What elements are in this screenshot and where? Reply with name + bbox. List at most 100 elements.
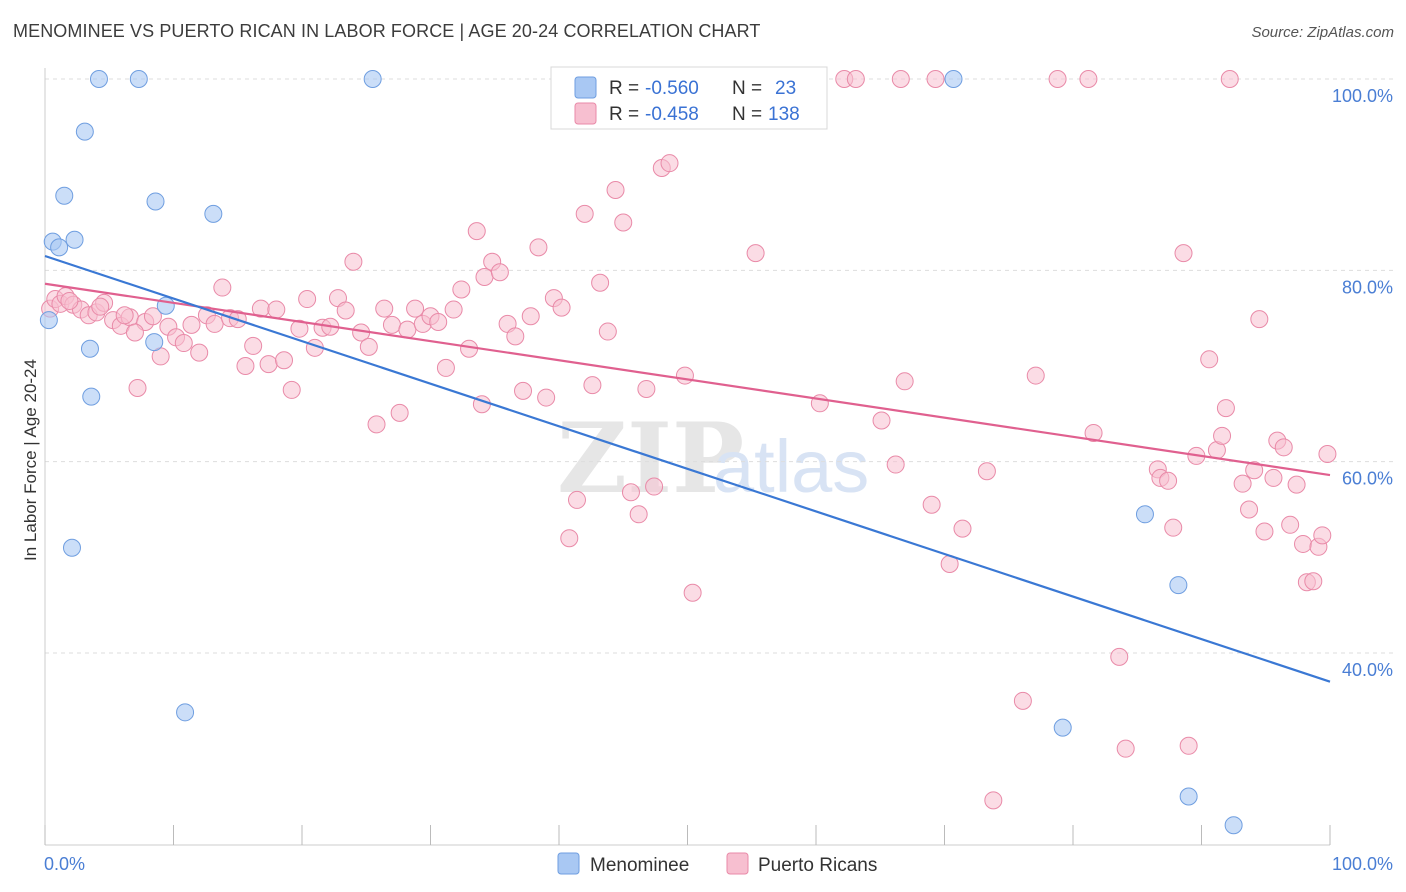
puerto-ricans-point — [490, 263, 509, 282]
puerto-ricans-point — [1013, 691, 1032, 710]
puerto-ricans-point — [275, 351, 294, 370]
y-axis-label: In Labor Force | Age 20-24 — [21, 359, 40, 561]
puerto-ricans-point — [1264, 468, 1283, 487]
menominee-point — [65, 230, 84, 249]
puerto-ricans-point — [567, 490, 586, 509]
puerto-ricans-point — [382, 315, 401, 334]
puerto-ricans-point — [436, 358, 455, 377]
bottom-legend: Menominee Puerto Ricans — [557, 852, 877, 876]
menominee-point — [80, 339, 99, 358]
puerto-ricans-point — [290, 319, 309, 338]
legend-n-label-2: N = — [732, 104, 762, 125]
puerto-ricans-point — [645, 477, 664, 496]
menominee-point — [50, 238, 69, 257]
puerto-ricans-point — [598, 322, 617, 341]
legend-r-value-puerto-ricans: -0.458 — [645, 104, 699, 125]
puerto-ricans-point — [575, 204, 594, 223]
puerto-ricans-point — [1220, 70, 1239, 88]
puerto-ricans-point — [1274, 438, 1293, 457]
menominee-point — [145, 333, 164, 352]
menominee-point — [55, 186, 74, 205]
puerto-ricans-trend-line — [44, 282, 1331, 477]
legend: R = -0.560 N = 23 R = -0.458 N = 138 — [550, 66, 828, 130]
puerto-ricans-point — [506, 327, 525, 346]
watermark-atlas: atlas — [713, 425, 869, 508]
puerto-ricans-point — [583, 376, 602, 395]
chart-title: MENOMINEE VS PUERTO RICAN IN LABOR FORCE… — [13, 21, 761, 41]
puerto-ricans-point — [298, 290, 317, 309]
puerto-ricans-point — [621, 483, 640, 502]
puerto-ricans-point — [591, 273, 610, 292]
puerto-ricans-point — [895, 372, 914, 391]
x-tick-label: 0.0% — [44, 854, 85, 874]
puerto-ricans-point — [1174, 244, 1193, 263]
puerto-ricans-point — [537, 388, 556, 407]
puerto-ricans-point — [125, 323, 144, 342]
puerto-ricans-point — [529, 238, 548, 257]
puerto-ricans-point — [614, 213, 633, 232]
menominee-point — [176, 703, 195, 722]
y-tick-label: 100.0% — [1332, 86, 1393, 106]
puerto-ricans-point — [1287, 475, 1306, 494]
menominee-point — [1179, 787, 1198, 806]
legend-n-value-menominee: 23 — [775, 78, 796, 99]
tick-labels: 40.0% 60.0% 80.0% 100.0% 0.0% 100.0% — [44, 86, 1393, 874]
puerto-ricans-point — [606, 180, 625, 199]
puerto-ricans-point — [1216, 399, 1235, 418]
puerto-ricans-point — [375, 299, 394, 318]
puerto-ricans-point — [267, 300, 286, 319]
watermark-zip: ZIP — [557, 402, 744, 515]
puerto-ricans-point — [1084, 423, 1103, 442]
puerto-ricans-point — [359, 337, 378, 356]
legend-swatch-menominee — [574, 76, 597, 99]
puerto-ricans-point — [398, 320, 417, 339]
puerto-ricans-point — [1281, 515, 1300, 534]
puerto-ricans-point — [444, 300, 463, 319]
puerto-ricans-point — [1110, 647, 1129, 666]
puerto-ricans-point — [367, 415, 386, 434]
puerto-ricans-point — [259, 355, 278, 374]
y-tick-label: 80.0% — [1342, 277, 1393, 297]
menominee-point — [62, 538, 81, 557]
bottom-legend-label-menominee: Menominee — [590, 855, 689, 876]
puerto-ricans-point — [872, 411, 891, 430]
puerto-ricans-point — [182, 315, 201, 334]
x-tick-label: 100.0% — [1332, 854, 1393, 874]
menominee-point — [75, 122, 94, 141]
legend-r-label-2: R = — [609, 104, 639, 125]
puerto-ricans-point — [1116, 739, 1135, 758]
puerto-ricans-point — [205, 314, 224, 333]
menominee-point — [1169, 576, 1188, 595]
puerto-ricans-point — [1200, 350, 1219, 369]
legend-r-value-menominee: -0.560 — [645, 78, 699, 99]
puerto-ricans-point — [560, 529, 579, 548]
puerto-ricans-point — [1250, 310, 1269, 329]
puerto-ricans-point — [60, 291, 79, 310]
puerto-ricans-point — [344, 252, 363, 271]
puerto-ricans-point — [1245, 461, 1264, 480]
menominee-point — [1135, 505, 1154, 524]
puerto-ricans-point — [1159, 471, 1178, 490]
menominee-trend-line — [44, 254, 1331, 683]
puerto-ricans-point — [1233, 474, 1252, 493]
puerto-ricans-point — [467, 222, 486, 241]
puerto-ricans-point — [521, 307, 540, 326]
puerto-ricans-point — [1164, 518, 1183, 537]
puerto-ricans-point — [244, 336, 263, 355]
menominee-point — [363, 70, 382, 88]
puerto-ricans-point — [637, 379, 656, 398]
puerto-ricans-point — [1318, 445, 1337, 464]
menominee-point — [146, 192, 165, 211]
legend-r-label-1: R = — [609, 78, 639, 99]
puerto-ricans-point — [336, 301, 355, 320]
puerto-ricans-point — [1240, 500, 1259, 519]
trend-lines — [44, 254, 1331, 683]
puerto-ricans-point — [1026, 366, 1045, 385]
puerto-ricans-point — [143, 307, 162, 326]
puerto-ricans-point — [236, 357, 255, 375]
puerto-ricans-point — [1294, 534, 1313, 553]
menominee-point — [944, 70, 963, 88]
menominee-point — [1224, 816, 1243, 835]
puerto-ricans-point — [746, 244, 765, 263]
puerto-ricans-point — [1079, 70, 1098, 88]
